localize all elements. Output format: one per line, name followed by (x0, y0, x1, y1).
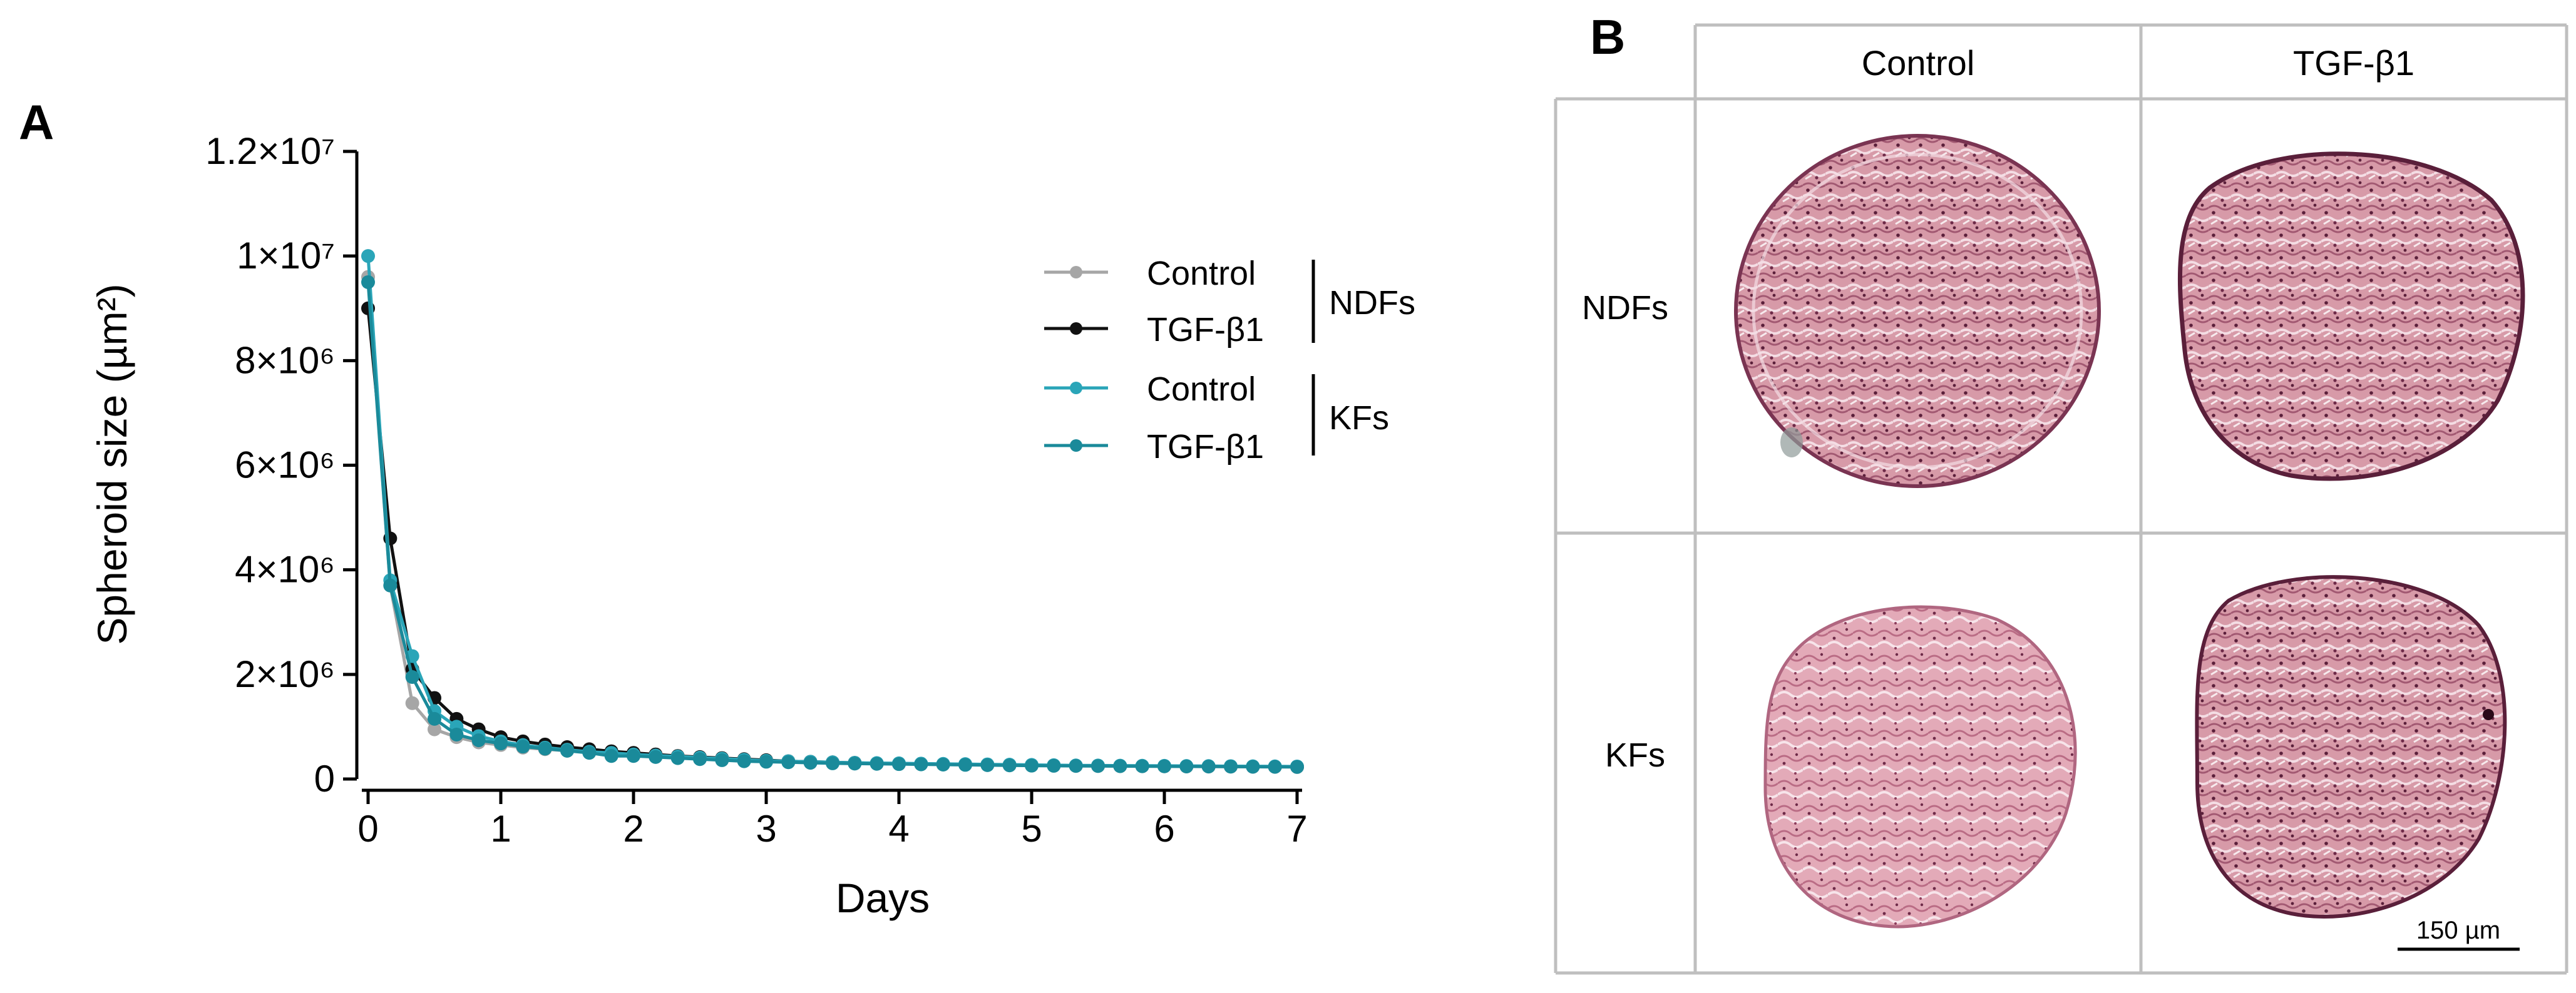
x-tick-label: 4 (888, 808, 909, 850)
data-point (670, 751, 685, 765)
data-point (848, 756, 862, 771)
panel-b-label: B (1590, 9, 1625, 64)
legend-marker-ndf-control (1070, 266, 1082, 278)
y-tick-label: 1×10⁷ (237, 235, 335, 277)
data-point (538, 741, 552, 756)
spheroid-image-ndf-tgf (2177, 151, 2525, 481)
data-point (649, 750, 663, 764)
x-axis-title: Days (836, 875, 930, 921)
y-axis-title: Spheroid size (µm²) (89, 283, 135, 644)
data-point (803, 756, 818, 770)
data-point (604, 749, 618, 763)
data-point (428, 711, 441, 726)
data-point (582, 746, 597, 760)
data-point (627, 749, 640, 763)
column-header-tgf: TGF-β1 (2293, 43, 2414, 83)
data-point (1047, 758, 1061, 773)
data-point (980, 758, 995, 772)
series-3 (361, 275, 1304, 774)
legend-label-kf-tgf: TGF-β1 (1147, 428, 1264, 466)
y-ticks: 0 2×10⁶ 4×10⁶ 6×10⁶ 8×10⁶ 1×10⁷ 1.2×10⁷ (205, 130, 357, 800)
legend-group-ndfs: NDFs (1329, 284, 1415, 322)
data-point (383, 578, 398, 593)
scale-bar-label: 150 µm (2416, 917, 2500, 944)
x-tick-label: 1 (490, 808, 511, 850)
data-point (1113, 759, 1127, 773)
row-header-kfs: KFs (1605, 736, 1665, 774)
x-tick-label: 7 (1286, 808, 1307, 850)
data-point (471, 733, 486, 748)
data-point (958, 758, 972, 772)
data-point (361, 249, 375, 263)
data-point (1025, 758, 1039, 773)
legend-marker-ndf-tgf (1070, 322, 1082, 335)
legend-label-ndf-control: Control (1147, 255, 1256, 292)
legend-marker-kf-control (1070, 382, 1082, 394)
y-tick-label: 1.2×10⁷ (205, 130, 335, 172)
panel-a-label: A (19, 94, 54, 150)
series-layer (361, 249, 1304, 774)
data-point (361, 275, 375, 289)
data-point (1201, 760, 1216, 774)
data-point (449, 727, 464, 741)
y-tick-label: 8×10⁶ (235, 339, 335, 381)
data-point (1224, 760, 1238, 774)
data-point (1179, 759, 1194, 773)
data-point (1290, 760, 1304, 774)
data-point (914, 757, 928, 771)
spheroid-size-chart: 0 2×10⁶ 4×10⁶ 6×10⁶ 8×10⁶ 1×10⁷ 1.2×10⁷ 0 1 2 3 4 5… (89, 130, 1415, 921)
data-point (759, 755, 773, 769)
legend-group-kfs: KFs (1329, 399, 1389, 437)
data-point (405, 670, 419, 685)
x-ticks: 0 1 2 3 4 5 6 7 (357, 790, 1308, 850)
x-tick-label: 3 (756, 808, 776, 850)
row-header-ndfs: NDFs (1582, 289, 1668, 327)
spheroid-image-ndf-control (1734, 134, 2101, 488)
spheroid-image-kf-tgf (2195, 575, 2507, 919)
data-point (693, 752, 707, 766)
data-point (1268, 760, 1282, 774)
data-point (516, 740, 530, 754)
series-line (366, 277, 1298, 769)
data-point (1246, 760, 1260, 774)
data-point (715, 753, 729, 767)
data-point (936, 758, 950, 772)
x-tick-label: 5 (1021, 808, 1042, 850)
data-point (870, 756, 884, 771)
data-point (1002, 758, 1017, 773)
data-point (781, 755, 796, 770)
data-point (1157, 759, 1171, 773)
data-point (737, 754, 751, 768)
y-tick-label: 4×10⁶ (235, 549, 335, 591)
data-point (892, 757, 906, 771)
legend-marker-kf-tgf (1070, 439, 1082, 452)
legend: Control TGF-β1 NDFs Control TGF-β1 KFs (1044, 255, 1415, 466)
chart-axes (355, 151, 1302, 792)
y-tick-label: 0 (314, 758, 335, 800)
y-tick-label: 2×10⁶ (235, 653, 335, 695)
histology-grid: Control TGF-β1 NDFs KFs 150 µm (1554, 23, 2568, 975)
y-tick-label: 6×10⁶ (235, 444, 335, 486)
data-point (1135, 759, 1149, 773)
x-tick-label: 6 (1154, 808, 1174, 850)
series-line (366, 282, 1298, 769)
spheroid-image-kf-control (1763, 605, 2077, 929)
x-tick-label: 2 (623, 808, 644, 850)
legend-label-ndf-tgf: TGF-β1 (1147, 311, 1264, 349)
column-header-control: Control (1862, 43, 1975, 83)
x-tick-label: 0 (357, 808, 378, 850)
data-point (494, 736, 508, 751)
data-point (428, 722, 441, 736)
legend-label-kf-control: Control (1147, 370, 1256, 408)
data-point (1091, 759, 1105, 773)
data-point (405, 696, 419, 710)
data-point (560, 743, 574, 758)
data-point (826, 756, 839, 770)
data-point (1069, 759, 1083, 773)
